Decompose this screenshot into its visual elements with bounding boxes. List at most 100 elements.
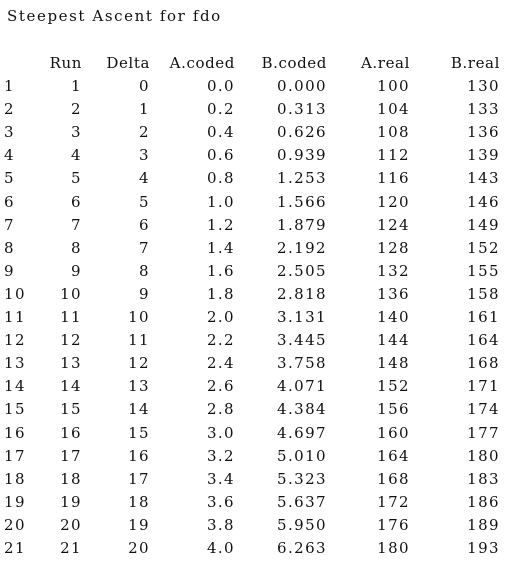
run-cell: 12 (60, 331, 82, 350)
row-index-cell: 6 (4, 192, 15, 211)
delta-cell: 8 (139, 261, 150, 280)
row-index-cell: 12 (4, 331, 26, 350)
b-coded-cell: 5.950 (277, 515, 327, 534)
b-real-cell: 189 (467, 515, 500, 534)
row-index-cell: 16 (4, 423, 26, 442)
table-row: 21 21 20 4.0 6.263 180 193 (4, 537, 500, 560)
b-coded-cell: 1.566 (277, 192, 327, 211)
delta-cell: 10 (128, 308, 150, 327)
a-coded-cell: 3.0 (206, 423, 235, 442)
a-coded-cell: 0.6 (206, 146, 235, 165)
b-real-cell: 171 (467, 377, 500, 396)
row-index-header (4, 52, 42, 75)
a-real-cell: 168 (377, 469, 410, 488)
delta-cell: 4 (139, 169, 150, 188)
row-index-cell: 13 (4, 354, 26, 373)
table-row: 2 2 1 0.2 0.313 104 133 (4, 98, 500, 121)
a-real-cell: 144 (377, 331, 410, 350)
b-real-cell: 152 (467, 238, 500, 257)
table-row: 8 8 7 1.4 2.192 128 152 (4, 237, 500, 260)
table-row: 17 17 16 3.2 5.010 164 180 (4, 445, 500, 468)
table-row: 7 7 6 1.2 1.879 124 149 (4, 214, 500, 237)
b-coded-cell: 5.323 (277, 469, 327, 488)
table-row: 1 1 0 0.0 0.000 100 130 (4, 75, 500, 98)
b-real-cell: 149 (467, 215, 500, 234)
b-real-cell: 177 (467, 423, 500, 442)
delta-cell: 0 (139, 77, 150, 96)
b-real-cell: 146 (467, 192, 500, 211)
table-row: 19 19 18 3.6 5.637 172 186 (4, 491, 500, 514)
b-real-cell: 186 (467, 492, 500, 511)
table-body: 1 1 0 0.0 0.000 100 130 2 2 1 0.2 0.313 104 133 3 3 2 0.4… (4, 75, 500, 560)
run-cell: 14 (60, 377, 82, 396)
row-index-cell: 4 (4, 146, 15, 165)
delta-cell: 15 (128, 423, 150, 442)
b-coded-cell: 3.445 (277, 331, 327, 350)
b-real-cell: 143 (467, 169, 500, 188)
a-real-cell: 140 (377, 308, 410, 327)
row-index-cell: 18 (4, 469, 26, 488)
b-coded-cell: 4.697 (277, 423, 327, 442)
table-row: 15 15 14 2.8 4.384 156 174 (4, 398, 500, 421)
a-coded-cell: 4.0 (206, 538, 235, 557)
column-header-a-real: A.real (361, 54, 410, 72)
a-coded-cell: 1.4 (206, 238, 235, 257)
row-index-cell: 20 (4, 515, 26, 534)
b-real-cell: 161 (467, 308, 500, 327)
table-row: 12 12 11 2.2 3.445 144 164 (4, 329, 500, 352)
b-real-cell: 168 (467, 354, 500, 373)
delta-cell: 9 (139, 284, 150, 303)
row-index-cell: 21 (4, 538, 26, 557)
row-index-cell: 8 (4, 238, 15, 257)
delta-cell: 12 (128, 354, 150, 373)
b-coded-cell: 2.192 (277, 238, 327, 257)
column-header-delta: Delta (106, 54, 150, 72)
a-real-cell: 116 (377, 169, 410, 188)
b-coded-cell: 0.939 (277, 146, 327, 165)
b-real-cell: 136 (467, 123, 500, 142)
a-real-cell: 132 (377, 261, 410, 280)
b-coded-cell: 4.071 (277, 377, 327, 396)
b-real-cell: 155 (467, 261, 500, 280)
a-coded-cell: 2.2 (206, 331, 235, 350)
b-real-cell: 164 (467, 331, 500, 350)
a-coded-cell: 3.2 (206, 446, 235, 465)
delta-cell: 1 (139, 100, 150, 119)
run-cell: 21 (60, 538, 82, 557)
a-coded-cell: 2.0 (206, 308, 235, 327)
run-cell: 17 (60, 446, 82, 465)
run-cell: 20 (60, 515, 82, 534)
b-coded-cell: 5.010 (277, 446, 327, 465)
a-real-cell: 180 (377, 538, 410, 557)
a-coded-cell: 1.6 (206, 261, 235, 280)
output-title: Steepest Ascent for fdo (7, 7, 222, 25)
row-index-cell: 7 (4, 215, 15, 234)
a-real-cell: 176 (377, 515, 410, 534)
a-coded-cell: 1.0 (206, 192, 235, 211)
table-row: 4 4 3 0.6 0.939 112 139 (4, 144, 500, 167)
a-coded-cell: 1.8 (206, 284, 235, 303)
a-coded-cell: 0.2 (206, 100, 235, 119)
a-real-cell: 124 (377, 215, 410, 234)
table-row: 14 14 13 2.6 4.071 152 171 (4, 375, 500, 398)
row-index-cell: 11 (4, 308, 26, 327)
b-real-cell: 133 (467, 100, 500, 119)
delta-cell: 17 (128, 469, 150, 488)
a-real-cell: 112 (377, 146, 410, 165)
a-coded-cell: 0.0 (206, 77, 235, 96)
a-real-cell: 172 (377, 492, 410, 511)
run-cell: 1 (71, 77, 82, 96)
b-coded-cell: 0.313 (277, 100, 327, 119)
delta-cell: 13 (128, 377, 150, 396)
b-real-cell: 158 (467, 284, 500, 303)
delta-cell: 7 (139, 238, 150, 257)
table-row: 13 13 12 2.4 3.758 148 168 (4, 352, 500, 375)
row-index-cell: 19 (4, 492, 26, 511)
a-coded-cell: 3.6 (206, 492, 235, 511)
run-cell: 18 (60, 469, 82, 488)
steepest-ascent-table: Run Delta A.coded B.coded A.real B.real … (4, 52, 500, 560)
run-cell: 3 (71, 123, 82, 142)
row-index-cell: 9 (4, 261, 15, 280)
row-index-cell: 3 (4, 123, 15, 142)
b-coded-cell: 0.626 (277, 123, 327, 142)
